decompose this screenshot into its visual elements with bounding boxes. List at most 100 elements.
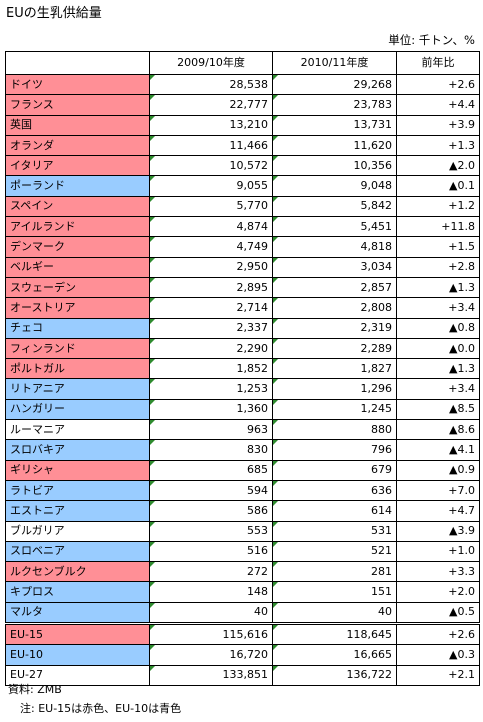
source-note: 資料: ZMB [8,683,62,696]
table-row: 英国 13,210 13,731 +3.9 [5,114,480,136]
table-row: ルクセンブルク 272 281 +3.3 [5,561,480,583]
change-cell: ▲0.3 [396,644,480,666]
value-2010-cell: 5,842 [272,195,397,218]
region-name-cell: ドイツ [5,73,150,96]
table-row: ベルギー 2,950 3,034 +2.8 [5,256,480,278]
value-2010-cell: 636 [272,479,397,502]
value-2009-cell: 963 [149,419,273,441]
value-2010-cell: 4,818 [272,236,397,258]
value-2009-cell: 4,874 [149,216,273,238]
table-row: ポルトガル 1,852 1,827 ▲1.3 [5,358,480,380]
table-row: オランダ 11,466 11,620 +1.3 [5,134,480,157]
value-2010-cell: 521 [272,540,397,563]
value-2010-cell: 16,665 [272,644,397,666]
header-cell-change: 前年比 [396,51,480,75]
region-name-cell: ポルトガル [5,358,150,380]
change-cell: +2.6 [396,621,480,646]
table-row: オーストリア 2,714 2,808 +3.4 [5,297,480,319]
region-name-cell: エストニア [5,500,150,522]
change-cell: ▲0.0 [396,337,480,360]
table-row: ギリシャ 685 679 ▲0.9 [5,459,480,481]
change-cell: ▲2.0 [396,155,480,177]
table-row: フランス 22,777 23,783 +4.4 [5,94,480,116]
change-cell: +2.8 [396,256,480,278]
value-2009-cell: 2,950 [149,256,273,278]
change-cell: +2.0 [396,581,480,603]
table-row: イタリア 10,572 10,356 ▲2.0 [5,155,480,177]
value-2010-cell: 531 [272,520,397,542]
value-2010-cell: 40 [272,601,397,625]
region-name-cell: スウェーデン [5,276,150,299]
region-name-cell: フランス [5,94,150,116]
value-2009-cell: 272 [149,561,273,583]
change-cell: ▲0.5 [396,601,480,625]
table-row: アイルランド 4,874 5,451 +11.8 [5,216,480,238]
page-title: EUの生乳供給量 [6,6,102,21]
table-row: エストニア 586 614 +4.7 [5,500,480,522]
value-2009-cell: 4,749 [149,236,273,258]
value-2010-cell: 2,319 [272,317,397,339]
value-2009-cell: 685 [149,459,273,481]
region-name-cell: EU-27 [5,664,150,686]
table-row: マルタ 40 40 ▲0.5 [5,601,480,625]
value-2009-cell: 553 [149,520,273,542]
total-row: EU-15 115,616 118,645 +2.6 [5,621,480,646]
table-row: リトアニア 1,253 1,296 +3.4 [5,378,480,400]
value-2009-cell: 133,851 [149,664,273,686]
unit-label: 単位: 千トン、% [388,33,475,47]
header-cell-2010: 2010/11年度 [272,51,397,75]
value-2010-cell: 796 [272,439,397,461]
value-2009-cell: 10,572 [149,155,273,177]
milk-supply-table: 2009/10年度 2010/11年度 前年比 ドイツ 28,538 29,268 +… [5,51,480,686]
region-name-cell: ルーマニア [5,419,150,441]
region-name-cell: ブルガリア [5,520,150,542]
region-name-cell: スロベニア [5,540,150,563]
value-2009-cell: 9,055 [149,175,273,197]
value-2010-cell: 13,731 [272,114,397,136]
region-name-cell: ルクセンブルク [5,561,150,583]
region-name-cell: 英国 [5,114,150,136]
value-2010-cell: 3,034 [272,256,397,278]
value-2009-cell: 11,466 [149,134,273,157]
value-2010-cell: 11,620 [272,134,397,157]
value-2010-cell: 118,645 [272,621,397,646]
table-row: フィンランド 2,290 2,289 ▲0.0 [5,337,480,360]
value-2010-cell: 1,245 [272,398,397,421]
region-name-cell: ハンガリー [5,398,150,421]
value-2009-cell: 16,720 [149,644,273,666]
region-name-cell: ギリシャ [5,459,150,481]
region-name-cell: デンマーク [5,236,150,258]
value-2009-cell: 1,360 [149,398,273,421]
value-2009-cell: 148 [149,581,273,603]
change-cell: ▲8.6 [396,419,480,441]
region-name-cell: フィンランド [5,337,150,360]
value-2009-cell: 1,852 [149,358,273,380]
value-2009-cell: 2,714 [149,297,273,319]
value-2010-cell: 5,451 [272,216,397,238]
region-name-cell: オーストリア [5,297,150,319]
total-row: EU-10 16,720 16,665 ▲0.3 [5,644,480,666]
table-row: キプロス 148 151 +2.0 [5,581,480,603]
total-row: EU-27 133,851 136,722 +2.1 [5,664,480,686]
table-row: スロバキア 830 796 ▲4.1 [5,439,480,461]
value-2010-cell: 1,827 [272,358,397,380]
table-row: ラトビア 594 636 +7.0 [5,479,480,502]
value-2009-cell: 594 [149,479,273,502]
change-cell: +3.4 [396,378,480,400]
region-name-cell: リトアニア [5,378,150,400]
change-cell: ▲0.1 [396,175,480,197]
region-name-cell: アイルランド [5,216,150,238]
change-cell: ▲0.8 [396,317,480,339]
region-name-cell: ラトビア [5,479,150,502]
change-cell: +4.4 [396,94,480,116]
table-row: ハンガリー 1,360 1,245 ▲8.5 [5,398,480,421]
table-row: ブルガリア 553 531 ▲3.9 [5,520,480,542]
value-2009-cell: 586 [149,500,273,522]
color-note: 注: EU-15は赤色、EU-10は青色 [20,702,182,715]
region-name-cell: チェコ [5,317,150,339]
region-name-cell: EU-15 [5,621,150,646]
change-cell: ▲1.3 [396,358,480,380]
value-2010-cell: 136,722 [272,664,397,686]
change-cell: +2.1 [396,664,480,686]
value-2009-cell: 2,290 [149,337,273,360]
